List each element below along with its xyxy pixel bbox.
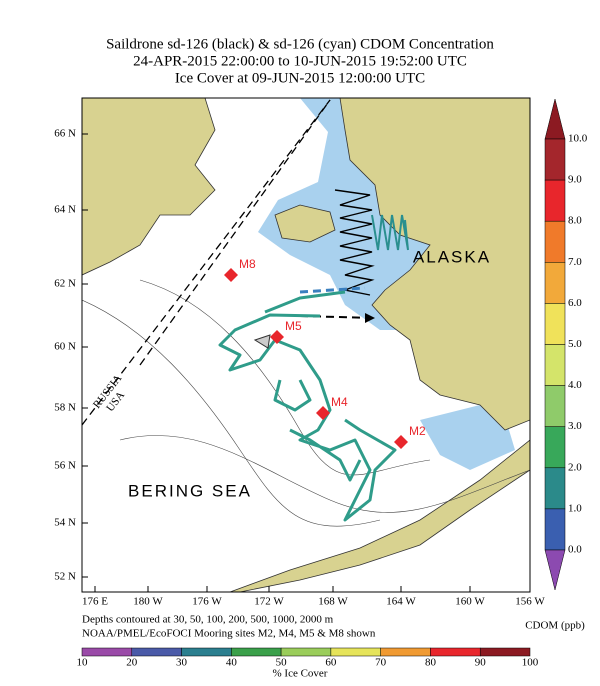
land <box>229 439 530 592</box>
lat-label: 58 N <box>54 402 76 414</box>
colorbar-cell <box>544 344 566 386</box>
colorbar-cell <box>544 220 566 263</box>
colorbar-label: 6.0 <box>568 297 582 309</box>
colorbar-cell <box>544 138 566 181</box>
track-arrow <box>299 286 366 294</box>
ice-bar-title: % Ice Cover <box>273 668 328 680</box>
ice-bar-label: 100 <box>522 657 539 669</box>
lat-label: 52 N <box>54 571 76 583</box>
colorbar-end <box>544 98 566 140</box>
arrow-head <box>365 313 375 323</box>
ice-bar-cell <box>131 647 182 657</box>
colorbar-label: 1.0 <box>568 502 582 514</box>
mooring-label: M4 <box>331 395 348 409</box>
colorbar-cell <box>544 467 566 510</box>
note: NOAA/PMEL/EcoFOCI Mooring sites M2, M4, … <box>82 628 376 640</box>
mooring-label: M2 <box>409 424 426 438</box>
colorbar-label: 9.0 <box>568 174 582 186</box>
colorbar-label: 7.0 <box>568 256 582 268</box>
ice-bar-label: 90 <box>475 657 487 669</box>
ice-bar-cell <box>231 647 282 657</box>
track-black <box>334 189 375 296</box>
lon-label: 156 W <box>515 596 545 608</box>
ice-bar-label: 80 <box>425 657 437 669</box>
colorbar-label: 10.0 <box>568 133 588 145</box>
colorbar-cell <box>544 303 566 345</box>
lon-label: 168 W <box>318 596 348 608</box>
title-line: 24-APR-2015 22:00:00 to 10-JUN-2015 19:5… <box>133 53 467 69</box>
colorbar-cell <box>544 508 566 551</box>
colorbar-cell <box>544 385 566 427</box>
track-cyan <box>218 290 397 522</box>
colorbar-label: 5.0 <box>568 338 582 350</box>
lat-label: 66 N <box>54 128 76 140</box>
ice-bar-cell <box>181 647 232 657</box>
mooring-label: M8 <box>239 257 256 271</box>
lat-label: 62 N <box>54 278 76 290</box>
lon-label: 176 W <box>192 596 222 608</box>
ice-bar-label: 30 <box>176 657 188 669</box>
ice-bar-cell <box>430 647 481 657</box>
mooring-marker <box>394 435 408 449</box>
mooring-marker <box>224 268 238 282</box>
lat-label: 60 N <box>54 341 76 353</box>
place-label: BERING SEA <box>128 481 252 500</box>
colorbar-cell <box>544 426 566 469</box>
lon-label: 172 W <box>254 596 284 608</box>
land <box>274 204 336 243</box>
colorbar-label: 0.0 <box>568 544 582 556</box>
ice-bar-label: 50 <box>276 657 288 669</box>
ice <box>420 400 515 470</box>
place-label: ALASKA <box>413 247 491 266</box>
mooring-marker <box>316 406 330 420</box>
ice-bar-label: 20 <box>126 657 138 669</box>
ice-bar-label: 60 <box>325 657 337 669</box>
lat-label: 64 N <box>54 204 76 216</box>
map-frame <box>81 97 531 593</box>
lon-label: 160 W <box>455 596 485 608</box>
boundary-line <box>139 99 331 366</box>
boundary-line <box>82 99 331 426</box>
colorbar-cell <box>544 179 566 222</box>
note: Depths contoured at 30, 50, 100, 200, 50… <box>82 614 334 626</box>
contour <box>82 299 381 527</box>
colorbar-end <box>544 549 566 591</box>
ice-bar-cell <box>330 647 381 657</box>
land <box>82 98 216 276</box>
colorbar-label: 4.0 <box>568 379 582 391</box>
colorbar-label: 8.0 <box>568 215 582 227</box>
colorbar-label: 3.0 <box>568 420 582 432</box>
ice-bar-label: 10 <box>77 657 89 669</box>
land <box>339 98 530 431</box>
ice-bar-cell <box>280 647 332 657</box>
colorbar-label: 2.0 <box>568 461 582 473</box>
track-cyan <box>371 214 409 251</box>
lon-label: 164 W <box>386 596 416 608</box>
title-line: Ice Cover at 09-JUN-2015 12:00:00 UTC <box>175 70 425 86</box>
ice-bar-cell <box>479 647 531 657</box>
contour <box>119 435 530 513</box>
ice-bar-cell <box>380 647 431 657</box>
island <box>253 334 271 349</box>
lon-label: 176 E <box>82 596 108 608</box>
mooring-marker <box>270 330 284 344</box>
ice-bar-cell <box>81 647 133 657</box>
map: ALASKA BERING SEA RUSSIA USA <box>81 97 531 593</box>
lon-label: 180 W <box>133 596 163 608</box>
ice-bar-label: 40 <box>226 657 238 669</box>
lat-label: 56 N <box>54 460 76 472</box>
ice-bar-label: 70 <box>375 657 387 669</box>
colorbar-cell <box>544 262 566 304</box>
lat-label: 54 N <box>54 517 76 529</box>
title-line: Saildrone sd-126 (black) & sd-126 (cyan)… <box>106 36 494 52</box>
mooring-label: M5 <box>285 319 302 333</box>
colorbar-title: CDOM (ppb) <box>525 620 585 632</box>
